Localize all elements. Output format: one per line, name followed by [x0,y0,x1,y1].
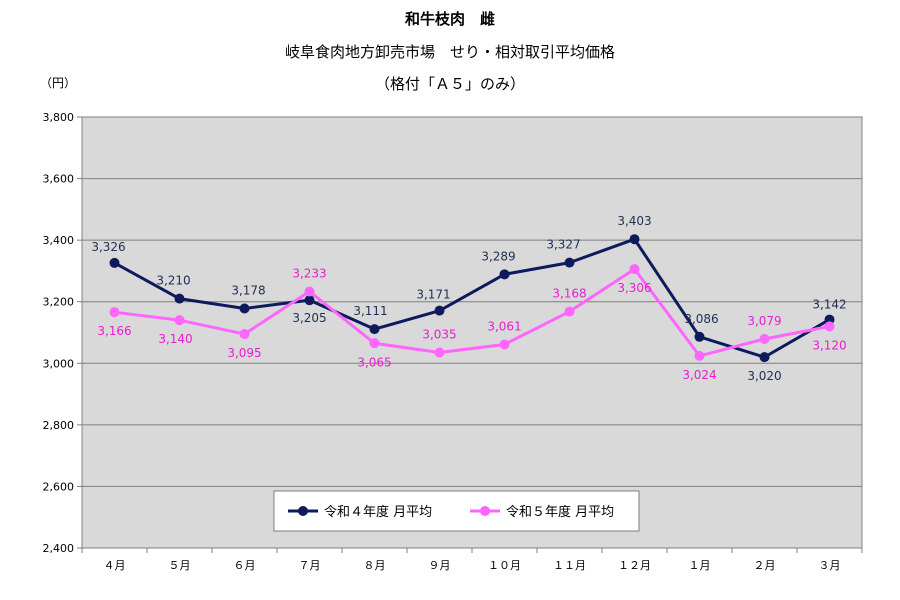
data-label: 3,306 [617,281,651,295]
x-tick-label: １０月 [488,559,521,572]
series-line [113,237,831,359]
chart-subtitle: 岐阜食肉地方卸売市場 せり・相対取引平均価格 [284,43,615,61]
data-label: 3,142 [812,298,846,312]
y-tick-label: 3,000 [43,357,75,370]
data-point [434,305,445,316]
y-tick-label: 3,200 [43,296,75,309]
data-point [694,331,705,342]
x-tick-label: ５月 [169,559,191,572]
y-tick-label: 2,800 [43,419,75,432]
data-point [174,293,185,304]
data-label: 3,035 [422,328,456,342]
x-tick-label: １１月 [553,559,586,572]
data-point [109,307,120,318]
data-point [629,234,640,245]
chart-subtitle-grade: （格付「Ａ５」のみ） [374,75,525,93]
data-point [694,350,705,361]
data-label: 3,168 [552,287,586,301]
data-point [499,339,510,350]
data-label: 3,065 [357,355,391,369]
x-tick-label: ８月 [364,559,386,572]
legend-label: 令和５年度 月平均 [506,504,614,520]
legend-label: 令和４年度 月平均 [324,504,432,520]
data-label: 3,171 [416,288,450,302]
data-label: 3,178 [231,283,265,297]
data-point [369,324,380,335]
data-point [629,264,640,275]
data-label: 3,111 [353,304,387,318]
x-tick-label: １２月 [618,559,651,572]
data-label: 3,079 [747,314,781,328]
x-tick-label: ７月 [299,559,321,572]
x-tick-label: ２月 [754,559,776,572]
data-label: 3,086 [684,312,718,326]
data-point [369,338,380,349]
data-label: 3,095 [227,346,261,360]
data-point [759,333,770,344]
data-label: 3,289 [481,249,515,263]
data-label: 3,061 [487,320,521,334]
legend-marker [298,506,308,516]
data-point [564,257,575,268]
series-line [114,267,830,358]
y-tick-label: 3,400 [43,234,75,247]
legend-marker [480,506,490,516]
data-point [564,306,575,317]
data-point [174,315,185,326]
y-tick-label: 3,600 [43,173,75,186]
y-tick-label: 3,800 [43,111,75,124]
data-label: 3,327 [546,238,580,252]
legend-box [273,490,640,532]
data-label: 3,020 [747,369,781,383]
data-label: 3,403 [617,214,651,228]
data-label: 3,140 [158,332,192,346]
data-point [109,257,120,268]
data-label: 3,205 [292,311,326,325]
data-point [499,269,510,280]
x-tick-label: ４月 [104,559,126,572]
data-label: 3,166 [97,324,131,338]
x-tick-label: １月 [689,559,711,572]
data-point [434,347,445,358]
data-point [759,352,770,363]
y-tick-label: 2,600 [43,480,75,493]
chart-title: 和牛枝肉 雌 [404,10,495,28]
data-point [824,321,835,332]
data-label: 3,210 [156,274,190,288]
data-label: 3,024 [682,368,716,382]
data-point [239,329,250,340]
data-point [304,295,315,306]
data-point [239,303,250,314]
x-tick-label: ９月 [429,559,451,572]
y-tick-label: 2,400 [43,542,75,555]
data-label: 3,326 [91,240,125,254]
data-label: 3,120 [812,338,846,352]
x-tick-label: ３月 [819,559,841,572]
y-axis-unit-label: （円） [40,76,77,90]
data-label: 3,233 [292,267,326,281]
data-point [304,286,315,297]
plot-area [81,116,863,549]
x-tick-label: ６月 [234,559,256,572]
